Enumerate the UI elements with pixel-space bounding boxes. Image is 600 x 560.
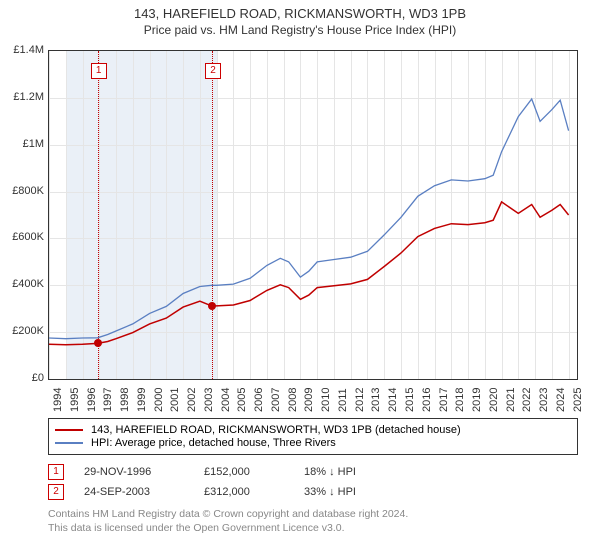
x-axis-label: 2023 xyxy=(538,388,550,412)
x-axis-label: 2007 xyxy=(270,388,282,412)
x-axis-label: 2021 xyxy=(505,388,517,412)
x-axis-label: 2012 xyxy=(354,388,366,412)
sale-marker-icon: 1 xyxy=(48,464,64,480)
legend-item: 143, HAREFIELD ROAD, RICKMANSWORTH, WD3 … xyxy=(55,424,571,436)
footer-line: This data is licensed under the Open Gov… xyxy=(48,522,408,536)
x-axis-label: 1998 xyxy=(119,388,131,412)
sale-marker-icon: 2 xyxy=(48,484,64,500)
sale-point-icon xyxy=(94,339,102,347)
legend-label: HPI: Average price, detached house, Thre… xyxy=(91,437,336,449)
legend: 143, HAREFIELD ROAD, RICKMANSWORTH, WD3 … xyxy=(48,418,578,455)
sale-diff: 33% ↓ HPI xyxy=(304,486,404,498)
x-axis-label: 2005 xyxy=(236,388,248,412)
x-axis-label: 2002 xyxy=(186,388,198,412)
x-axis-label: 2009 xyxy=(303,388,315,412)
x-axis-label: 2001 xyxy=(169,388,181,412)
price-chart: 12 xyxy=(48,50,578,380)
x-axis-label: 2008 xyxy=(287,388,299,412)
x-axis-label: 2017 xyxy=(438,388,450,412)
x-axis-label: 2010 xyxy=(320,388,332,412)
legend-swatch-icon xyxy=(55,429,83,431)
y-axis-label: £0 xyxy=(4,372,44,384)
x-axis-label: 2015 xyxy=(404,388,416,412)
x-axis-label: 2019 xyxy=(471,388,483,412)
chart-subtitle: Price paid vs. HM Land Registry's House … xyxy=(0,23,600,37)
x-axis-label: 2011 xyxy=(337,388,349,412)
y-axis-label: £400K xyxy=(4,278,44,290)
x-axis-label: 1994 xyxy=(52,388,64,412)
x-axis-label: 2020 xyxy=(488,388,500,412)
y-axis-label: £600K xyxy=(4,231,44,243)
y-axis-label: £1.2M xyxy=(4,91,44,103)
x-axis-label: 2003 xyxy=(203,388,215,412)
sale-price: £312,000 xyxy=(204,486,304,498)
x-axis-label: 1997 xyxy=(102,388,114,412)
sale-date: 24-SEP-2003 xyxy=(84,486,204,498)
footer-line: Contains HM Land Registry data © Crown c… xyxy=(48,508,408,522)
x-axis-label: 2022 xyxy=(521,388,533,412)
y-axis-label: £1.4M xyxy=(4,44,44,56)
legend-item: HPI: Average price, detached house, Thre… xyxy=(55,437,571,449)
sale-row: 1 29-NOV-1996 £152,000 18% ↓ HPI xyxy=(48,464,404,480)
y-axis-label: £800K xyxy=(4,185,44,197)
x-axis-label: 1995 xyxy=(69,388,81,412)
sales-table: 1 29-NOV-1996 £152,000 18% ↓ HPI 2 24-SE… xyxy=(48,460,404,504)
legend-swatch-icon xyxy=(55,442,83,444)
sale-date: 29-NOV-1996 xyxy=(84,466,204,478)
x-axis-label: 1999 xyxy=(136,388,148,412)
x-axis-label: 2025 xyxy=(572,388,584,412)
y-axis-label: £200K xyxy=(4,325,44,337)
sale-point-icon xyxy=(208,302,216,310)
x-axis-label: 2024 xyxy=(555,388,567,412)
x-axis-label: 2014 xyxy=(387,388,399,412)
x-axis-label: 2013 xyxy=(370,388,382,412)
y-axis-label: £1M xyxy=(4,138,44,150)
footer-attribution: Contains HM Land Registry data © Crown c… xyxy=(48,508,408,535)
legend-label: 143, HAREFIELD ROAD, RICKMANSWORTH, WD3 … xyxy=(91,424,461,436)
x-axis-label: 2000 xyxy=(153,388,165,412)
x-axis-label: 1996 xyxy=(86,388,98,412)
sale-row: 2 24-SEP-2003 £312,000 33% ↓ HPI xyxy=(48,484,404,500)
x-axis-label: 2004 xyxy=(220,388,232,412)
sale-diff: 18% ↓ HPI xyxy=(304,466,404,478)
x-axis-label: 2018 xyxy=(454,388,466,412)
chart-title: 143, HAREFIELD ROAD, RICKMANSWORTH, WD3 … xyxy=(0,6,600,21)
x-axis-label: 2016 xyxy=(421,388,433,412)
sale-price: £152,000 xyxy=(204,466,304,478)
x-axis-label: 2006 xyxy=(253,388,265,412)
